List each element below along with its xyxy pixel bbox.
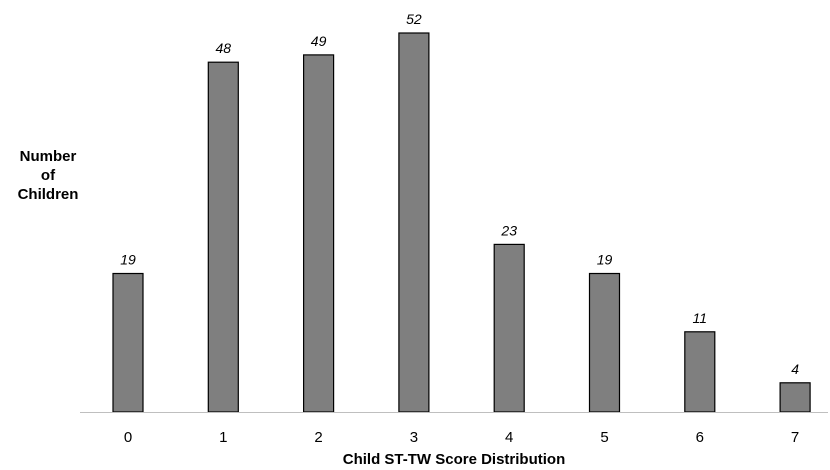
bar-0: [112, 272, 144, 413]
x-tick-label-5: 5: [600, 429, 608, 446]
bar-7: [779, 382, 811, 413]
x-tick-label-0: 0: [124, 429, 132, 446]
data-label-7: 4: [791, 361, 799, 377]
x-tick-label-4: 4: [505, 429, 513, 446]
bar-5: [588, 272, 621, 413]
x-tick-label-2: 2: [314, 429, 322, 446]
data-label-3: 52: [406, 11, 422, 27]
bar-2: [303, 54, 335, 413]
data-label-1: 48: [216, 40, 232, 56]
x-tick-label-7: 7: [791, 429, 799, 446]
bar-1: [207, 61, 239, 413]
data-label-5: 19: [597, 252, 613, 268]
bar-3: [398, 32, 430, 413]
x-tick-labels-group: 0 1 2 3 4 5 6 7: [124, 429, 799, 446]
y-axis-label: Number of Children: [18, 148, 79, 203]
bar-6: [684, 331, 716, 413]
x-axis-label: Child ST-TW Score Distribution: [343, 451, 566, 468]
data-label-4: 23: [500, 222, 517, 238]
x-tick-label-6: 6: [696, 429, 704, 446]
data-label-6: 11: [693, 310, 708, 326]
x-tick-label-3: 3: [410, 429, 418, 446]
data-label-0: 19: [120, 252, 136, 268]
bars-group: [112, 32, 811, 413]
data-label-2: 49: [311, 33, 327, 49]
y-axis-label-line-1: Number: [20, 148, 77, 165]
data-labels-group: 19 48 49 52 23 19 11 4: [120, 11, 799, 377]
bar-4: [493, 243, 525, 413]
y-axis-label-line-2: of: [41, 167, 56, 184]
x-tick-label-1: 1: [219, 429, 227, 446]
y-axis-label-line-3: Children: [18, 186, 79, 203]
